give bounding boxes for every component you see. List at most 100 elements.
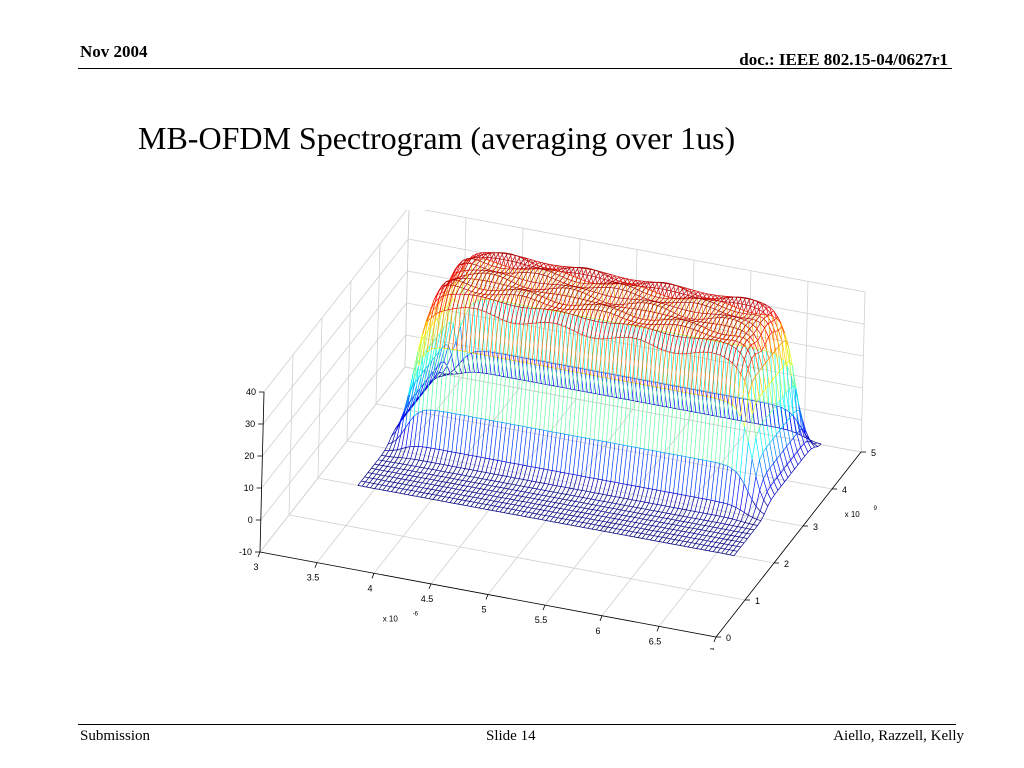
surface-row-segment (382, 489, 388, 492)
surface-row-segment (434, 484, 440, 487)
surface-row-segment (751, 312, 756, 314)
surface-row-segment (569, 370, 574, 373)
surface-col-segment (751, 314, 756, 320)
surface-col-segment (474, 502, 479, 508)
surface-row-segment (506, 503, 511, 505)
surface-col-segment (475, 279, 480, 288)
surface-col-segment (476, 418, 482, 457)
surface-col-segment (474, 273, 479, 280)
surface-col-segment (482, 253, 487, 258)
surface-col-segment (514, 361, 520, 425)
surface-row-segment (769, 443, 774, 464)
grid-line (404, 206, 410, 368)
surface-row-segment (493, 299, 499, 302)
surface-col-segment (543, 270, 547, 276)
surface-row-segment (736, 409, 741, 417)
surface-col-segment (552, 471, 557, 486)
surface-row-segment (706, 305, 711, 308)
surface-col-segment (779, 396, 784, 402)
surface-col-segment (522, 296, 527, 308)
surface-row-segment (453, 472, 458, 475)
surface-col-segment (652, 347, 658, 387)
surface-col-segment (480, 355, 487, 419)
surface-row-segment (424, 472, 430, 475)
surface-col-segment (469, 496, 474, 502)
surface-col-segment (502, 274, 507, 278)
surface-col-segment (606, 273, 610, 285)
surface-col-segment (476, 354, 483, 418)
surface-row-segment (637, 512, 643, 515)
surface-col-segment (500, 264, 504, 302)
surface-col-segment (622, 381, 629, 446)
surface-col-segment (422, 483, 427, 489)
surface-col-segment (647, 386, 654, 450)
surface-col-segment (455, 280, 460, 287)
surface-row-segment (474, 501, 479, 504)
surface-row-segment (447, 450, 452, 453)
surface-col-segment (759, 452, 764, 461)
surface-row-segment (460, 494, 465, 496)
surface-col-segment (386, 481, 390, 487)
surface-row-segment (707, 317, 713, 320)
surface-col-segment (661, 505, 666, 513)
surface-row-segment (552, 511, 557, 514)
surface-row-segment (780, 472, 785, 483)
surface-col-segment (743, 441, 749, 484)
surface-col-segment (699, 338, 702, 392)
surface-row-segment (614, 481, 620, 484)
surface-row-segment (544, 510, 549, 512)
surface-row-segment (499, 506, 504, 509)
surface-col-segment (623, 290, 628, 299)
surface-col-segment (711, 353, 717, 398)
surface-col-segment (737, 322, 742, 330)
surface-row-segment (673, 529, 678, 531)
surface-col-segment (694, 330, 699, 339)
surface-col-segment (506, 322, 512, 360)
surface-row-segment (545, 490, 550, 492)
surface-row-segment (657, 305, 663, 308)
surface-col-segment (599, 319, 602, 373)
surface-col-segment (631, 279, 636, 285)
surface-col-segment (610, 337, 616, 379)
surface-col-segment (408, 373, 414, 396)
surface-row-segment (506, 476, 512, 478)
surface-row-segment (762, 452, 768, 473)
surface-col-segment (436, 463, 441, 471)
surface-col-segment (723, 504, 729, 518)
surface-col-segment (404, 394, 409, 411)
surface-col-segment (568, 505, 573, 511)
surface-col-segment (673, 284, 677, 299)
surface-row-segment (603, 526, 608, 528)
surface-col-segment (590, 320, 595, 338)
surface-row-segment (399, 492, 404, 495)
surface-row-segment (568, 473, 574, 475)
surface-col-segment (659, 298, 664, 303)
surface-col-segment (759, 499, 765, 512)
surface-col-segment (469, 295, 474, 308)
surface-row-segment (699, 295, 704, 298)
surface-row-segment (734, 306, 740, 310)
surface-row-segment (728, 544, 733, 546)
surface-col-segment (562, 287, 567, 296)
surface-col-segment (716, 298, 721, 302)
surface-col-segment (505, 294, 511, 305)
surface-col-segment (409, 416, 415, 447)
surface-row-segment (749, 523, 754, 525)
surface-col-segment (689, 289, 694, 299)
surface-col-segment (755, 490, 761, 507)
surface-row-segment (506, 358, 512, 361)
surface-col-segment (673, 530, 678, 535)
surface-col-segment (520, 258, 525, 264)
surface-col-segment (568, 371, 575, 435)
surface-row-segment (631, 485, 636, 487)
surface-row-segment (719, 542, 725, 545)
surface-col-segment (485, 252, 489, 261)
surface-col-segment (648, 329, 653, 344)
surface-col-segment (438, 285, 443, 292)
surface-col-segment (687, 292, 692, 296)
surface-col-segment (692, 518, 696, 524)
surface-row-segment (678, 508, 683, 510)
surface-row-segment (695, 518, 700, 520)
surface-row-segment (629, 535, 634, 538)
surface-col-segment (628, 499, 633, 507)
